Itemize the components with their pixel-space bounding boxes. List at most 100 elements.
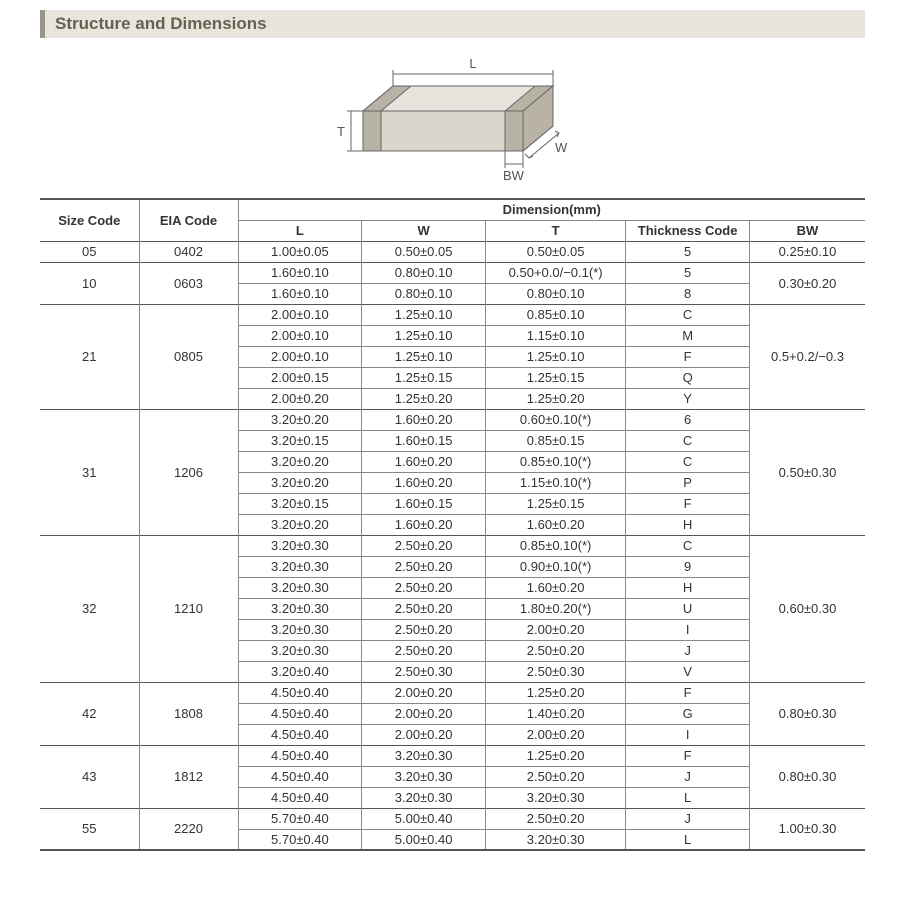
cell-W: 3.20±0.30: [362, 766, 486, 787]
cell-thk: G: [626, 703, 750, 724]
cell-W: 3.20±0.30: [362, 745, 486, 766]
col-eia: EIA Code: [139, 199, 238, 241]
cell-W: 1.60±0.20: [362, 409, 486, 430]
size-cell: 10: [40, 262, 139, 304]
cell-W: 2.00±0.20: [362, 682, 486, 703]
diagram-label-T: T: [337, 124, 345, 139]
cell-thk: F: [626, 745, 750, 766]
cell-W: 2.50±0.20: [362, 535, 486, 556]
eia-cell: 2220: [139, 808, 238, 850]
bw-cell: 0.50±0.30: [750, 409, 866, 535]
cell-thk: I: [626, 619, 750, 640]
cell-thk: Y: [626, 388, 750, 409]
cell-L: 4.50±0.40: [238, 787, 362, 808]
cell-T: 0.50+0.0/−0.1(*): [486, 262, 626, 283]
diagram-label-W: W: [555, 140, 568, 155]
cell-W: 5.00±0.40: [362, 808, 486, 829]
cell-T: 3.20±0.30: [486, 787, 626, 808]
cell-thk: Q: [626, 367, 750, 388]
eia-cell: 0805: [139, 304, 238, 409]
dimensions-table: Size Code EIA Code Dimension(mm) L W T T…: [40, 198, 865, 851]
col-thk: Thickness Code: [626, 220, 750, 241]
cell-W: 2.50±0.20: [362, 640, 486, 661]
cell-thk: 9: [626, 556, 750, 577]
size-cell: 42: [40, 682, 139, 745]
bw-cell: 0.30±0.20: [750, 262, 866, 304]
cell-W: 1.25±0.20: [362, 388, 486, 409]
cell-thk: L: [626, 829, 750, 850]
cell-thk: 5: [626, 241, 750, 262]
cell-T: 2.50±0.30: [486, 661, 626, 682]
cell-W: 1.60±0.20: [362, 472, 486, 493]
cell-L: 3.20±0.30: [238, 556, 362, 577]
cell-W: 1.60±0.20: [362, 514, 486, 535]
cell-L: 3.20±0.30: [238, 619, 362, 640]
cell-L: 3.20±0.20: [238, 409, 362, 430]
cell-L: 3.20±0.15: [238, 493, 362, 514]
cell-L: 3.20±0.20: [238, 451, 362, 472]
cell-T: 0.85±0.15: [486, 430, 626, 451]
bw-cell: 1.00±0.30: [750, 808, 866, 850]
eia-cell: 1206: [139, 409, 238, 535]
cell-L: 5.70±0.40: [238, 808, 362, 829]
cell-thk: H: [626, 577, 750, 598]
eia-cell: 1808: [139, 682, 238, 745]
cell-W: 5.00±0.40: [362, 829, 486, 850]
cell-L: 5.70±0.40: [238, 829, 362, 850]
cell-T: 0.90±0.10(*): [486, 556, 626, 577]
cell-W: 2.50±0.30: [362, 661, 486, 682]
cell-T: 1.15±0.10: [486, 325, 626, 346]
cell-L: 3.20±0.30: [238, 598, 362, 619]
cell-thk: F: [626, 346, 750, 367]
size-cell: 31: [40, 409, 139, 535]
cell-W: 0.50±0.05: [362, 241, 486, 262]
size-cell: 05: [40, 241, 139, 262]
cell-thk: I: [626, 724, 750, 745]
section-title: Structure and Dimensions: [40, 10, 865, 38]
cell-L: 3.20±0.20: [238, 472, 362, 493]
cell-thk: F: [626, 493, 750, 514]
cell-thk: H: [626, 514, 750, 535]
cell-T: 2.00±0.20: [486, 619, 626, 640]
cell-T: 1.25±0.20: [486, 388, 626, 409]
cell-L: 1.60±0.10: [238, 283, 362, 304]
cell-L: 3.20±0.20: [238, 514, 362, 535]
cell-thk: U: [626, 598, 750, 619]
cell-T: 0.85±0.10: [486, 304, 626, 325]
cell-thk: C: [626, 304, 750, 325]
cell-T: 3.20±0.30: [486, 829, 626, 850]
cell-W: 2.50±0.20: [362, 598, 486, 619]
cell-T: 1.25±0.20: [486, 682, 626, 703]
cell-T: 0.50±0.05: [486, 241, 626, 262]
cell-W: 1.25±0.10: [362, 346, 486, 367]
cell-L: 2.00±0.10: [238, 325, 362, 346]
cell-T: 2.50±0.20: [486, 766, 626, 787]
cell-L: 3.20±0.30: [238, 535, 362, 556]
cell-W: 2.00±0.20: [362, 724, 486, 745]
cell-thk: J: [626, 640, 750, 661]
cell-L: 1.60±0.10: [238, 262, 362, 283]
bw-cell: 0.60±0.30: [750, 535, 866, 682]
cell-thk: V: [626, 661, 750, 682]
bw-cell: 0.80±0.30: [750, 682, 866, 745]
cell-T: 1.25±0.15: [486, 367, 626, 388]
cell-L: 2.00±0.10: [238, 346, 362, 367]
cell-thk: 6: [626, 409, 750, 430]
cell-L: 4.50±0.40: [238, 703, 362, 724]
cell-W: 1.60±0.15: [362, 493, 486, 514]
cell-T: 1.60±0.20: [486, 577, 626, 598]
cell-W: 0.80±0.10: [362, 262, 486, 283]
cell-W: 2.50±0.20: [362, 619, 486, 640]
col-W: W: [362, 220, 486, 241]
cell-W: 2.00±0.20: [362, 703, 486, 724]
cell-L: 2.00±0.15: [238, 367, 362, 388]
cell-T: 2.50±0.20: [486, 640, 626, 661]
size-cell: 32: [40, 535, 139, 682]
cell-thk: C: [626, 535, 750, 556]
diagram-label-L: L: [469, 56, 476, 71]
cell-L: 3.20±0.15: [238, 430, 362, 451]
cell-thk: 8: [626, 283, 750, 304]
cell-W: 1.25±0.15: [362, 367, 486, 388]
cell-thk: P: [626, 472, 750, 493]
cell-thk: L: [626, 787, 750, 808]
